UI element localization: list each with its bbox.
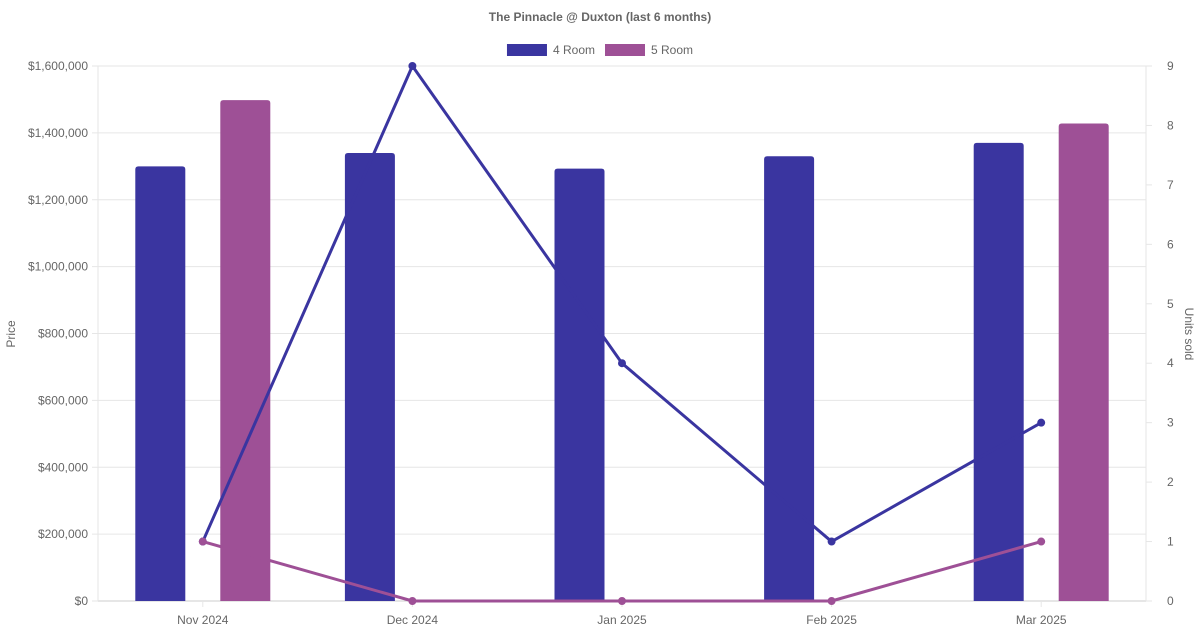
y-left-axis: $0 $200,000 $400,000 $600,000 $800,000 $1,000… — [28, 59, 98, 608]
data-point — [827, 597, 836, 605]
data-point — [618, 597, 626, 605]
y-left-axis-title: Price — [4, 320, 18, 348]
y-right-tick-label: 1 — [1167, 535, 1174, 549]
y-right-tick-label: 6 — [1167, 237, 1174, 251]
y-left-tick-label: $1,400,000 — [28, 126, 88, 140]
grid — [97, 65, 1147, 602]
x-tick-label: Feb 2025 — [806, 613, 857, 627]
y-left-tick-label: $600,000 — [38, 393, 88, 407]
bars — [135, 100, 1109, 601]
y-right-tick-label: 4 — [1167, 356, 1174, 370]
legend-swatch[interactable] — [506, 44, 547, 56]
volume-lines — [198, 62, 1046, 605]
legend-swatch[interactable] — [605, 44, 645, 56]
data-point — [1037, 418, 1046, 427]
x-tick-label: Nov 2024 — [177, 613, 229, 627]
data-point — [827, 537, 836, 546]
y-left-tick-label: $1,600,000 — [28, 59, 88, 73]
y-right-axis-title: Units sold — [1182, 308, 1196, 361]
data-point — [408, 62, 417, 70]
y-right-tick-label: 0 — [1167, 594, 1174, 608]
data-point — [618, 359, 626, 368]
legend-label[interactable]: 5 Room — [651, 43, 693, 57]
chart-title: The Pinnacle @ Duxton (last 6 months) — [489, 10, 711, 24]
y-right-tick-label: 8 — [1167, 118, 1174, 132]
y-left-tick-label: $200,000 — [38, 527, 88, 541]
y-right-tick-label: 5 — [1167, 297, 1174, 311]
bar — [764, 156, 815, 601]
x-tick-label: Jan 2025 — [597, 613, 647, 627]
x-tick-label: Mar 2025 — [1016, 613, 1067, 627]
bar — [220, 100, 271, 601]
y-right-axis: 0 1 2 3 4 5 6 7 8 9 — [1146, 59, 1174, 608]
y-right-tick-label: 3 — [1167, 416, 1174, 430]
y-right-tick-label: 9 — [1167, 59, 1174, 73]
legend-label[interactable]: 4 Room — [553, 43, 595, 57]
bar — [1058, 123, 1109, 601]
data-point — [408, 597, 417, 605]
y-left-tick-label: $1,200,000 — [28, 193, 88, 207]
data-point — [198, 537, 207, 546]
bar — [344, 152, 395, 601]
x-tick-label: Dec 2024 — [387, 613, 439, 627]
x-axis: Nov 2024 Dec 2024 Jan 2025 Feb 2025 Mar 2025 — [177, 601, 1067, 627]
bar — [135, 166, 186, 601]
bar — [973, 142, 1024, 601]
y-left-tick-label: $800,000 — [38, 327, 88, 341]
series-line — [201, 64, 1042, 544]
y-left-tick-label: $0 — [75, 594, 89, 608]
series-line — [202, 540, 1042, 603]
y-right-tick-label: 2 — [1167, 475, 1174, 489]
legend: 4 Room 5 Room — [506, 43, 693, 57]
data-point — [1037, 537, 1046, 546]
y-right-tick-label: 7 — [1167, 178, 1174, 192]
y-left-tick-label: $1,000,000 — [28, 260, 88, 274]
y-left-tick-label: $400,000 — [38, 460, 88, 474]
bar — [554, 168, 605, 601]
